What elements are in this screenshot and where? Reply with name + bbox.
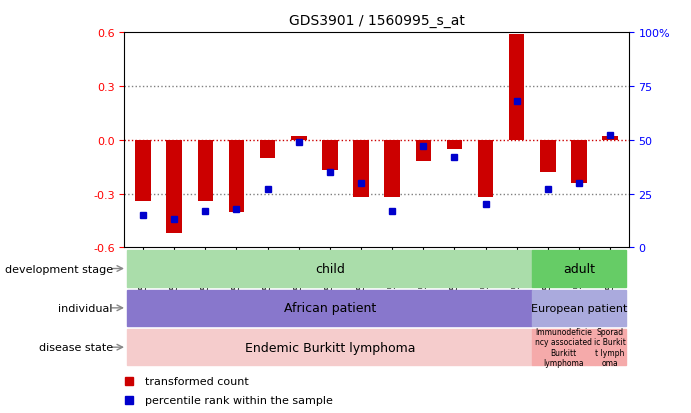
Bar	[128, 290, 532, 326]
Bar	[198, 140, 213, 201]
Bar	[128, 329, 532, 366]
Bar	[509, 35, 524, 140]
Bar	[167, 140, 182, 233]
Bar	[128, 251, 532, 287]
Text: Sporad
ic Burkit
t lymph
oma: Sporad ic Burkit t lymph oma	[594, 327, 626, 368]
Text: individual: individual	[58, 303, 113, 313]
Text: European patient: European patient	[531, 303, 627, 313]
Bar	[446, 140, 462, 150]
Text: Endemic Burkitt lymphoma: Endemic Burkitt lymphoma	[245, 341, 415, 354]
Text: adult: adult	[563, 262, 595, 275]
Text: Immunodeficie
ncy associated
Burkitt
lymphoma: Immunodeficie ncy associated Burkitt lym…	[535, 327, 592, 368]
Bar	[540, 140, 556, 173]
Text: percentile rank within the sample: percentile rank within the sample	[144, 394, 332, 405]
Text: African patient: African patient	[284, 301, 376, 315]
Bar	[229, 140, 244, 212]
Text: development stage: development stage	[5, 264, 113, 274]
Bar	[571, 140, 587, 183]
Text: disease state: disease state	[39, 342, 113, 352]
Bar	[532, 329, 594, 366]
Bar	[532, 251, 625, 287]
Bar	[260, 140, 276, 158]
Bar	[353, 140, 369, 198]
Bar	[415, 140, 431, 162]
Text: child: child	[315, 262, 345, 275]
Bar	[594, 329, 625, 366]
Bar	[603, 137, 618, 140]
Bar	[135, 140, 151, 201]
Text: GDS3901 / 1560995_s_at: GDS3901 / 1560995_s_at	[289, 14, 464, 28]
Bar	[291, 137, 307, 140]
Text: transformed count: transformed count	[144, 376, 248, 386]
Bar	[384, 140, 400, 198]
Bar	[532, 290, 625, 326]
Bar	[477, 140, 493, 198]
Bar	[322, 140, 338, 171]
